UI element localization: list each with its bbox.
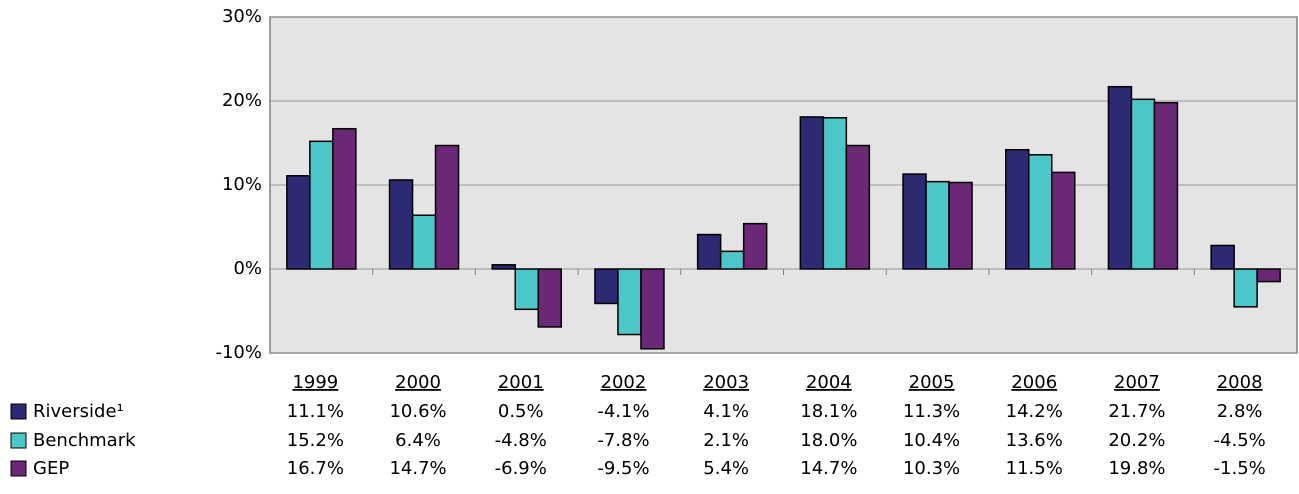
- y-tick-label: 10%: [222, 174, 262, 195]
- x-tick-label: 2000: [395, 372, 441, 393]
- value-label: 4.1%: [703, 401, 749, 422]
- x-tick-label: 1999: [292, 372, 338, 393]
- bar: [411, 214, 437, 270]
- value-label: 21.7%: [1108, 401, 1165, 422]
- bar: [822, 117, 848, 270]
- bar: [594, 268, 619, 305]
- y-tick-label: -10%: [215, 342, 262, 363]
- legend-swatch: [10, 403, 27, 420]
- value-label: 6.4%: [395, 430, 441, 451]
- value-label: 2.8%: [1217, 401, 1263, 422]
- value-label: -4.5%: [1214, 430, 1266, 451]
- bar: [286, 175, 311, 270]
- legend-swatch: [10, 432, 27, 449]
- x-tick-label: 2007: [1114, 372, 1160, 393]
- bar: [1210, 244, 1235, 270]
- bar: [1233, 268, 1258, 308]
- legend-swatch: [10, 460, 27, 477]
- x-tick-label: 2005: [909, 372, 955, 393]
- bar: [332, 127, 357, 270]
- value-label: 11.5%: [1006, 458, 1063, 479]
- bar: [388, 179, 414, 270]
- bar: [537, 268, 562, 328]
- value-label: 2.1%: [703, 430, 749, 451]
- value-label: 18.1%: [800, 401, 857, 422]
- x-tick-label: 2008: [1217, 372, 1263, 393]
- value-label: 20.2%: [1108, 430, 1165, 451]
- value-label: 10.3%: [903, 458, 960, 479]
- value-label: -6.9%: [495, 458, 547, 479]
- y-tick-label: 30%: [222, 6, 262, 27]
- bar: [719, 250, 745, 270]
- value-label: 14.2%: [1006, 401, 1063, 422]
- bar: [491, 264, 516, 270]
- bar: [1005, 148, 1030, 270]
- value-label: -1.5%: [1214, 458, 1266, 479]
- value-label: 13.6%: [1006, 430, 1063, 451]
- value-label: 10.6%: [389, 401, 446, 422]
- bar: [948, 181, 973, 270]
- bar: [696, 233, 722, 270]
- x-tick-label: 2002: [601, 372, 647, 393]
- bar: [640, 268, 665, 350]
- value-label: 0.5%: [498, 401, 544, 422]
- bar: [845, 144, 871, 270]
- value-label: 14.7%: [800, 458, 857, 479]
- legend-label: Riverside¹: [33, 401, 124, 422]
- value-label: 14.7%: [389, 458, 446, 479]
- value-label: -4.1%: [597, 401, 649, 422]
- bar: [514, 268, 539, 311]
- value-label: 11.1%: [287, 401, 344, 422]
- bar: [902, 173, 927, 270]
- bar: [1051, 171, 1076, 270]
- value-label: 15.2%: [287, 430, 344, 451]
- x-tick-label: 2006: [1011, 372, 1057, 393]
- x-tick-label: 2003: [703, 372, 749, 393]
- bar: [799, 116, 825, 270]
- value-label: -9.5%: [597, 458, 649, 479]
- value-label: -7.8%: [597, 430, 649, 451]
- legend-label: GEP: [33, 458, 69, 479]
- y-tick-label: 20%: [222, 90, 262, 111]
- bar: [742, 222, 768, 270]
- bar: [1028, 154, 1053, 270]
- value-label: 18.0%: [800, 430, 857, 451]
- bar: [617, 268, 642, 336]
- bar: [1256, 268, 1281, 283]
- value-label: 5.4%: [703, 458, 749, 479]
- bar: [434, 144, 460, 270]
- value-label: 10.4%: [903, 430, 960, 451]
- x-tick-label: 2004: [806, 372, 852, 393]
- value-label: -4.8%: [495, 430, 547, 451]
- bar: [1130, 98, 1156, 270]
- value-label: 16.7%: [287, 458, 344, 479]
- bar: [1153, 101, 1179, 270]
- bar: [1107, 85, 1133, 270]
- bar: [309, 140, 334, 270]
- value-label: 19.8%: [1108, 458, 1165, 479]
- legend-label: Benchmark: [33, 430, 136, 451]
- value-label: 11.3%: [903, 401, 960, 422]
- x-tick-label: 2001: [498, 372, 544, 393]
- bar: [925, 180, 950, 270]
- y-tick-label: 0%: [233, 258, 262, 279]
